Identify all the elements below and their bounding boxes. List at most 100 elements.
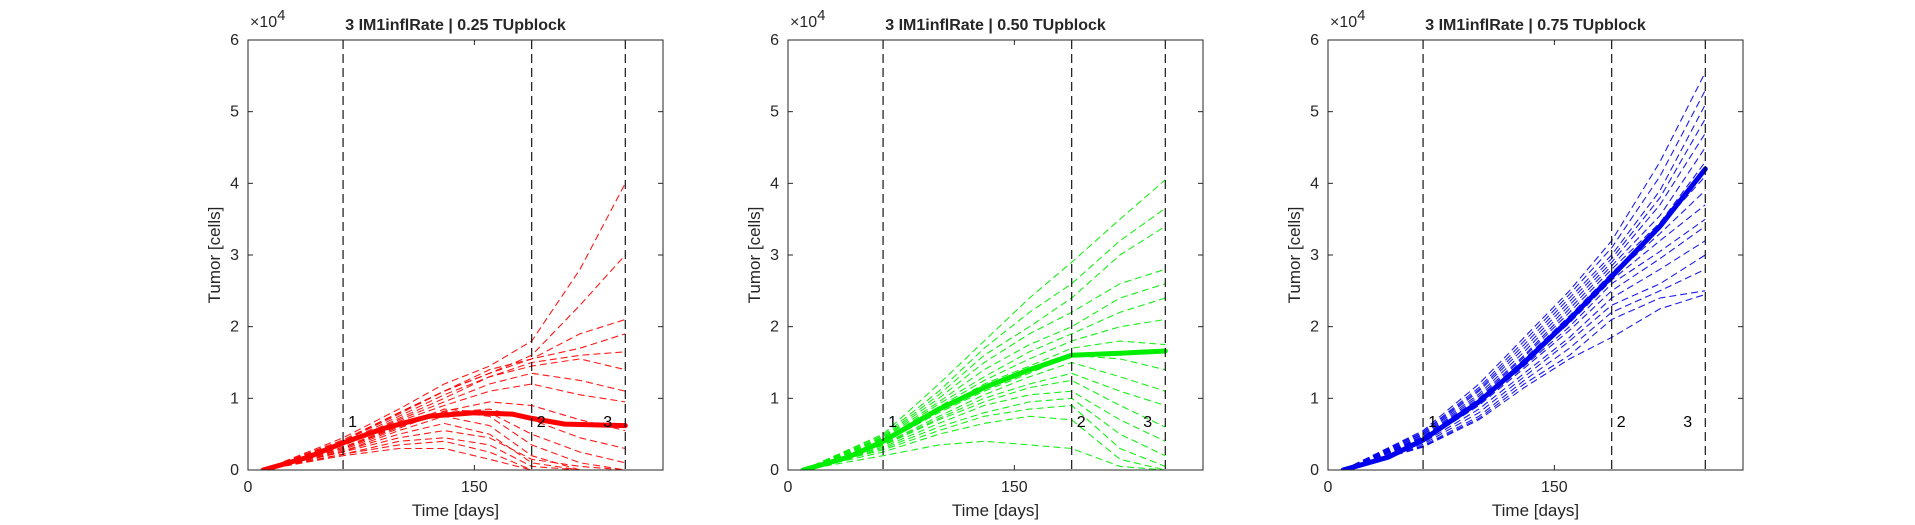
x-tick-label: 0 (244, 479, 253, 496)
simulation-run-line (802, 415, 1166, 470)
simulation-run-line (262, 415, 626, 470)
simulation-run-line (262, 430, 626, 470)
simulation-run-line (1342, 240, 1706, 470)
y-axis-label: Tumor [cells] (1285, 207, 1304, 304)
y-tick-label: 3 (1310, 247, 1319, 264)
y-exponent: ×104 (1330, 7, 1365, 31)
simulation-run-line (1342, 218, 1706, 470)
simulation-run-line (802, 340, 1166, 470)
y-tick-label: 0 (230, 462, 239, 479)
simulation-run-line (1342, 293, 1706, 470)
x-tick-label: 0 (1324, 479, 1333, 496)
y-exponent-base: ×10 (250, 14, 277, 31)
y-tick-label: 4 (770, 175, 779, 192)
simulation-run-line (262, 422, 626, 470)
timepoint-marker-label: 3 (1683, 414, 1692, 431)
simulation-run-line (802, 283, 1166, 470)
simulation-run-line (1342, 104, 1706, 470)
y-axis-label: Tumor [cells] (205, 207, 224, 304)
data-layer (1340, 72, 1708, 470)
simulation-run-line (262, 401, 626, 470)
plot-area (248, 40, 663, 470)
y-tick-label: 5 (230, 104, 239, 121)
chart-title: 3 IM1inflRate | 0.75 TUpblock (1425, 17, 1646, 34)
simulation-run-line (1342, 268, 1706, 470)
simulation-run-line (802, 372, 1166, 470)
simulation-run-line (262, 437, 626, 470)
y-exponent-base: ×10 (790, 14, 817, 31)
timepoint-marker-label: 1 (1428, 414, 1437, 431)
y-tick-label: 6 (770, 32, 779, 49)
simulation-run-line (262, 183, 626, 470)
timepoint-marker-label: 2 (1077, 414, 1086, 431)
simulation-run-line (262, 318, 626, 470)
mean-line (260, 410, 628, 470)
simulation-run-line (802, 354, 1166, 470)
y-tick-label: 5 (770, 104, 779, 121)
y-tick-label: 0 (770, 462, 779, 479)
simulation-run-line (1342, 175, 1706, 470)
y-tick-label: 1 (770, 390, 779, 407)
timepoint-marker-label: 2 (537, 414, 546, 431)
y-exponent-power: 4 (817, 7, 825, 24)
simulation-run-line (802, 297, 1166, 470)
y-exponent: ×104 (250, 7, 285, 31)
timepoint-marker-label: 3 (603, 414, 612, 431)
plot-area (1328, 40, 1743, 470)
timepoint-marker-label: 1 (888, 414, 897, 431)
timepoint-marker-label: 3 (1143, 414, 1152, 431)
simulation-run-line (802, 179, 1166, 470)
data-layer (800, 179, 1168, 470)
y-tick-label: 6 (230, 32, 239, 49)
simulation-run-line (1342, 147, 1706, 470)
y-exponent-power: 4 (277, 7, 285, 24)
simulation-run-line (802, 397, 1166, 470)
y-axis-label: Tumor [cells] (745, 207, 764, 304)
x-tick-label: 0 (784, 479, 793, 496)
simulation-run-line (802, 390, 1166, 470)
timepoint-marker-label: 2 (1617, 414, 1626, 431)
x-axis-label: Time [days] (952, 501, 1039, 520)
simulation-run-line (802, 379, 1166, 470)
simulation-run-line (1342, 290, 1706, 470)
x-axis-label: Time [days] (412, 501, 499, 520)
y-tick-label: 3 (230, 247, 239, 264)
y-tick-label: 0 (1310, 462, 1319, 479)
y-tick-label: 5 (1310, 104, 1319, 121)
x-tick-label: 150 (461, 479, 488, 496)
simulation-run-line (1342, 161, 1706, 470)
mean-line (800, 348, 1168, 470)
chart-title: 3 IM1inflRate | 0.50 TUpblock (885, 17, 1106, 34)
data-layer (260, 183, 628, 470)
y-exponent-power: 4 (1357, 7, 1365, 24)
x-tick-label: 150 (1001, 479, 1028, 496)
simulation-run-line (1342, 254, 1706, 470)
y-tick-label: 1 (1310, 390, 1319, 407)
y-tick-label: 2 (230, 319, 239, 336)
simulation-run-line (802, 225, 1166, 470)
y-tick-label: 2 (770, 319, 779, 336)
y-tick-label: 6 (1310, 32, 1319, 49)
y-tick-label: 4 (1310, 175, 1319, 192)
timepoint-marker-label: 1 (348, 414, 357, 431)
simulation-run-line (1342, 89, 1706, 470)
x-axis-label: Time [days] (1492, 501, 1579, 520)
simulation-run-line (262, 440, 626, 470)
y-tick-label: 1 (230, 390, 239, 407)
simulation-run-line (803, 440, 1166, 470)
simulation-run-line (262, 333, 626, 470)
simulation-run-line (263, 447, 626, 470)
y-tick-label: 4 (230, 175, 239, 192)
y-tick-label: 2 (1310, 319, 1319, 336)
simulation-run-line (1342, 225, 1706, 470)
y-exponent: ×104 (790, 7, 825, 31)
simulation-run-line (802, 404, 1166, 470)
chart-title: 3 IM1inflRate | 0.25 TUpblock (345, 17, 566, 34)
y-tick-label: 3 (770, 247, 779, 264)
y-exponent-base: ×10 (1330, 14, 1357, 31)
simulation-run-line (1342, 118, 1706, 470)
